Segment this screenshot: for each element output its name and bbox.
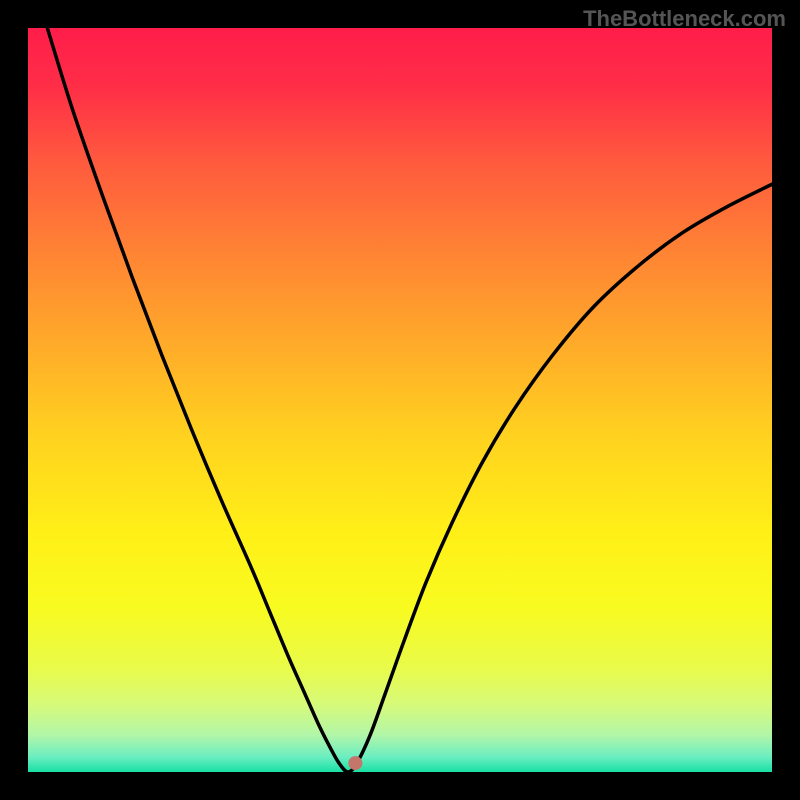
curve-layer [28, 28, 772, 772]
chart-root: TheBottleneck.com [0, 0, 800, 800]
plot-area [28, 28, 772, 772]
bottleneck-curve [47, 28, 772, 772]
optimum-marker [348, 756, 362, 770]
